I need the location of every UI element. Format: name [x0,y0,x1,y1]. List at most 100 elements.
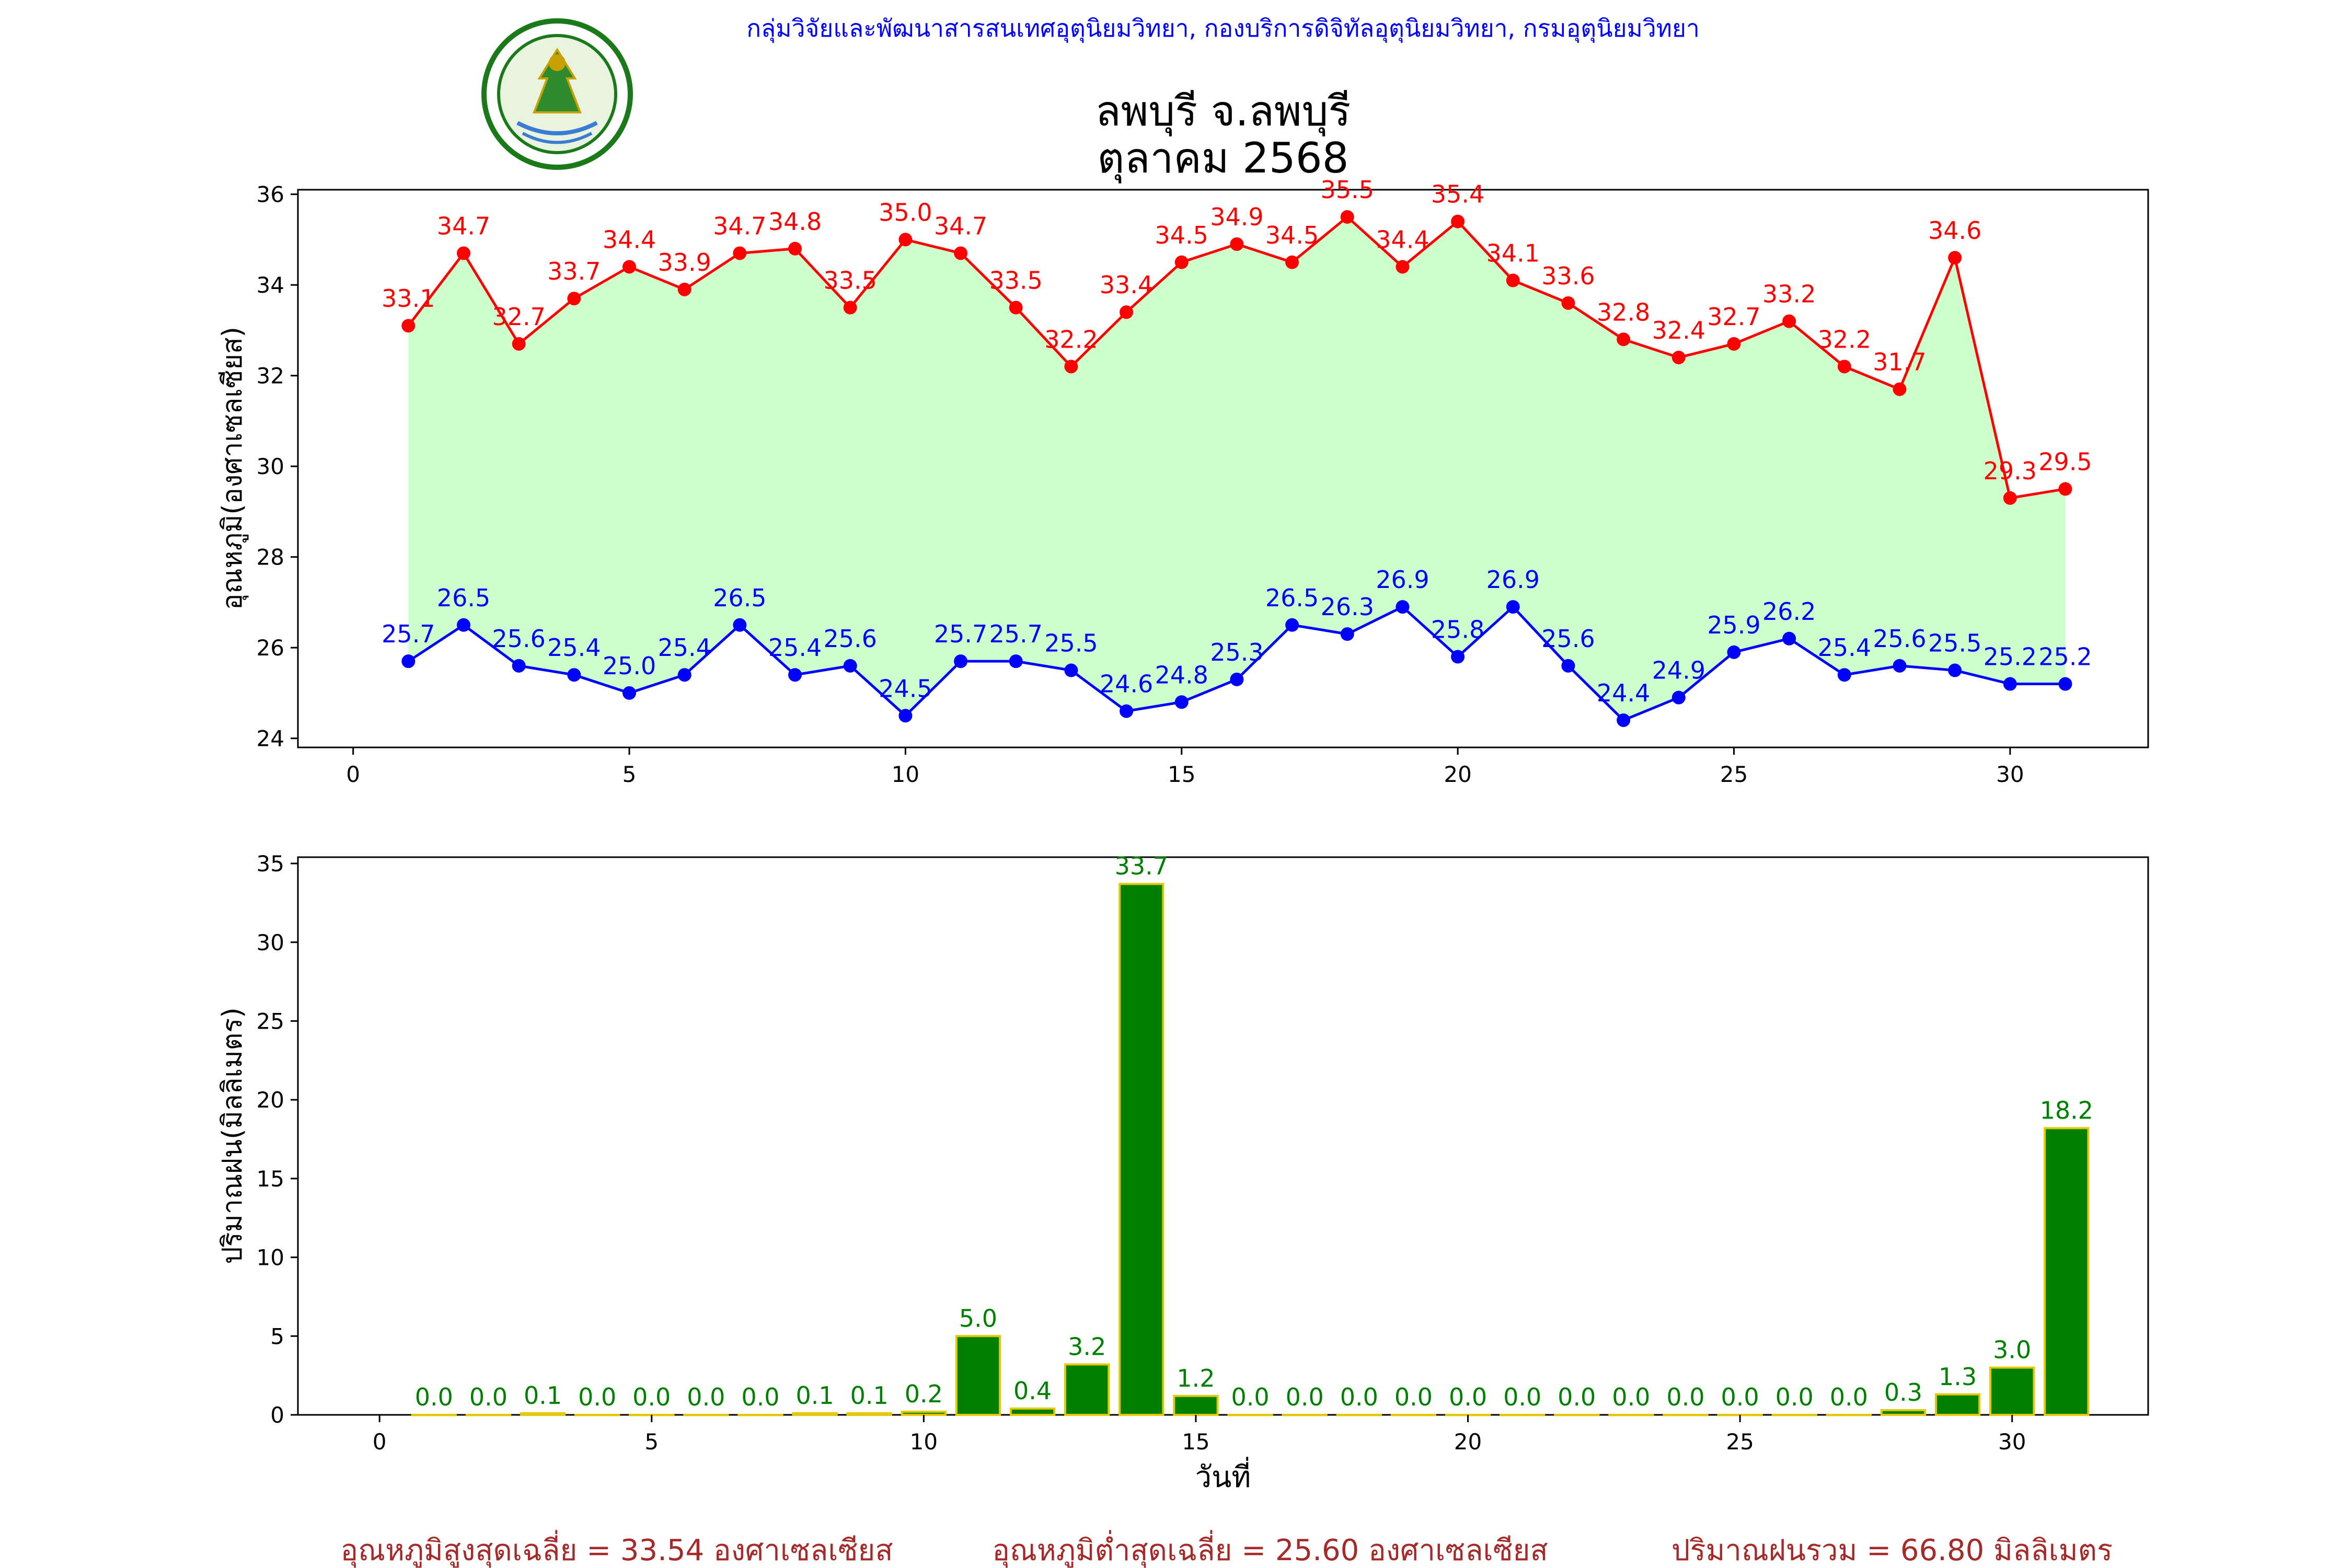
temperature-y-axis-label: อุณหภูมิ(องศาเซลเซียส) [217,327,249,610]
rainfall-plot-area [297,856,2149,1416]
temperature-min-data-label: 25.6 [492,625,545,653]
temperature-max-point [1120,305,1134,319]
y-tick-label: 35 [257,851,284,877]
rainfall-data-label: 0.0 [1666,1383,1704,1411]
temperature-max-data-label: 35.4 [1431,180,1484,209]
department-logo [481,18,633,170]
rainfall-data-label: 0.0 [1558,1383,1596,1411]
temperature-max-point [1671,350,1686,364]
temperature-max-data-label: 34.7 [713,212,766,240]
temperature-max-point [1506,273,1520,287]
temperature-min-point [1120,704,1134,718]
rainfall-bar [846,1412,892,1416]
temperature-min-point [1617,713,1631,727]
temperature-min-data-label: 25.6 [1873,625,1926,653]
temperature-min-data-label: 25.2 [1984,643,2037,671]
rainfall-bar [1064,1363,1110,1416]
temperature-max-point [1230,237,1244,251]
temperature-min-data-label: 26.9 [1486,566,1540,594]
rainfall-bar [1989,1366,2035,1416]
x-tick-label: 5 [622,762,637,787]
rainfall-bar [520,1412,566,1416]
temperature-min-point [2058,677,2072,691]
temperature-min-data-label: 24.4 [1597,679,1650,707]
temperature-min-point [512,659,526,673]
temperature-max-data-label: 34.5 [1155,221,1208,249]
temperature-max-data-label: 34.4 [603,225,656,253]
temperature-min-point [2003,677,2017,691]
y-tick-label: 26 [257,635,284,661]
temperature-max-point [1174,255,1189,269]
rainfall-data-label: 3.0 [1993,1336,2031,1364]
rainfall-data-label: 0.0 [469,1383,508,1411]
temperature-min-data-label: 25.5 [1928,629,1981,658]
temperature-max-data-label: 35.5 [1321,176,1374,204]
temperature-max-data-label: 31.7 [1873,348,1926,376]
rainfall-data-label: 0.0 [1449,1383,1487,1411]
rainfall-data-label: 3.2 [1068,1333,1106,1361]
y-tick-label: 34 [257,272,284,298]
temperature-max-data-label: 29.5 [2038,448,2092,476]
temperature-max-point [1782,314,1796,328]
temperature-min-data-label: 25.9 [1707,611,1760,639]
y-tick-label: 24 [257,726,284,752]
rainfall-bar [1173,1394,1219,1416]
rainfall-data-label: 0.0 [1721,1383,1759,1411]
temperature-max-point [401,319,416,333]
temperature-max-data-label: 34.7 [934,212,987,240]
rainfall-data-label: 0.0 [1340,1383,1378,1411]
rainfall-data-label: 0.0 [741,1383,779,1411]
y-tick-label: 25 [257,1008,284,1034]
x-tick-label: 20 [1454,1429,1482,1455]
temperature-min-point [788,668,802,682]
temperature-min-data-label: 25.5 [1044,629,1098,658]
temperature-min-point [1561,659,1575,673]
rainfall-data-label: 0.0 [687,1383,725,1411]
temperature-max-point [1727,337,1741,351]
temperature-plot-area [297,189,2149,748]
temperature-max-data-label: 32.2 [1044,325,1098,353]
temperature-max-point [733,246,747,260]
rainfall-data-label: 0.0 [415,1383,453,1411]
temperature-min-point [1009,654,1023,668]
temperature-min-data-label: 26.5 [713,584,766,612]
temperature-min-data-label: 24.6 [1100,670,1153,698]
x-tick-label: 15 [1182,1429,1209,1455]
rainfall-bar [955,1335,1001,1416]
temperature-max-data-label: 32.2 [1818,325,1871,353]
rainfall-data-label: 0.0 [1394,1383,1433,1411]
temperature-max-point [1617,332,1631,347]
temperature-max-data-label: 33.6 [1541,262,1595,290]
temperature-min-point [1285,618,1299,632]
temperature-max-point [1948,251,1962,265]
temperature-min-data-label: 25.4 [658,633,711,662]
temperature-min-point [1782,631,1796,645]
rainfall-data-label: 0.2 [905,1380,943,1408]
temperature-max-point [1340,210,1354,224]
temperature-min-data-label: 25.6 [1541,625,1595,653]
x-tick-label: 15 [1168,762,1195,787]
chart-title-month: ตุลาคม 2568 [1097,134,1348,183]
temperature-max-point [898,233,913,247]
temperature-max-data-label: 33.5 [989,267,1043,295]
rainfall-panel: 0 5 10 15 20 25 30 0 5 10 15 20 25 30 35 0.0 0.0 0.1 0.0 0… [217,851,2149,1494]
temperature-max-data-label: 35.0 [879,198,932,226]
temperature-min-data-label: 25.3 [1210,638,1263,666]
rainfall-bar [792,1412,838,1416]
rainfall-data-label: 0.3 [1884,1378,1922,1406]
temperature-min-point [401,654,416,668]
rainfall-data-label: 0.1 [796,1381,834,1410]
rainfall-data-label: 1.2 [1177,1364,1215,1392]
temperature-max-data-label: 33.4 [1100,271,1153,299]
temperature-max-data-label: 32.8 [1597,298,1650,326]
temperature-max-data-label: 33.9 [658,248,711,276]
temperature-min-data-label: 26.3 [1321,593,1374,621]
rainfall-data-label: 33.7 [1115,852,1168,880]
rainfall-data-label: 0.0 [1503,1383,1541,1411]
temperature-min-data-label: 25.4 [768,633,822,662]
y-tick-label: 30 [257,454,284,479]
temperature-max-point [954,246,968,260]
temperature-max-point [1893,382,1907,396]
temperature-max-point [1396,260,1410,274]
